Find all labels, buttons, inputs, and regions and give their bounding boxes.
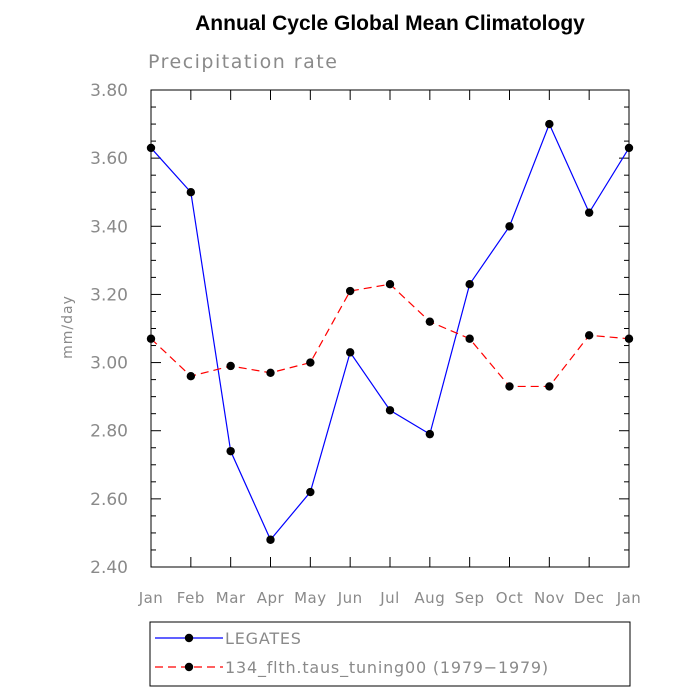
y-tick-label: 3.60 [90,149,128,169]
data-point [146,334,156,343]
x-tick-label: Nov [534,589,565,607]
y-tick-label: 2.40 [90,558,128,578]
data-point [345,348,355,357]
data-point [545,382,554,391]
y-axis-label: mm/day [60,295,76,359]
data-point [465,280,474,289]
x-tick-labels: Jan Feb Mar Apr May Jun Jul Aug Sep Oct Nov Dec Jan [138,589,642,607]
data-point [385,280,395,289]
data-series [146,119,634,544]
data-point [226,446,235,456]
data-point [425,317,435,326]
series-line [150,283,630,388]
data-point [545,119,554,129]
data-point [306,487,315,497]
series-0 [146,119,634,544]
x-tick-label: Sep [455,589,485,607]
legend-box [149,621,631,687]
y-tick-label: 3.40 [90,217,128,237]
data-point [624,334,634,343]
legend: LEGATES 134_flth.taus_tuning00 (1979−1979… [149,621,631,687]
y-tick-label: 3.80 [90,81,128,101]
data-point [266,368,275,377]
y-tick-label: 2.80 [90,422,128,442]
data-point [505,382,514,391]
legend-marker [184,633,194,643]
data-point [146,143,156,153]
x-tick-label: Oct [496,589,523,607]
legend-label: LEGATES [225,629,302,648]
chart-title: Annual Cycle Global Mean Climatology [195,12,585,35]
legend-entry-0: LEGATES [155,629,302,648]
x-tick-label: Jan [616,589,642,607]
series-line [150,122,630,541]
y-tick-label: 3.20 [90,285,128,305]
x-tick-label: Apr [257,589,285,607]
y-tick-label: 2.60 [90,490,128,510]
x-tick-label: Jul [379,589,400,607]
data-point [266,535,275,544]
data-point [624,143,634,153]
data-point [505,222,514,231]
axis-ticks [150,89,630,568]
x-tick-label: Jun [337,589,363,607]
data-point [226,361,235,371]
data-point [306,358,315,367]
x-tick-label: Jan [138,589,164,607]
y-tick-label: 3.00 [90,354,128,374]
data-point [584,331,594,340]
data-point [186,372,196,381]
data-point [345,286,355,296]
series-1 [146,280,634,391]
legend-label: 134_flth.taus_tuning00 (1979−1979) [225,658,549,678]
data-point [425,429,435,439]
chart-subtitle: Precipitation rate [148,51,338,73]
data-point [584,208,594,217]
x-tick-label: Dec [574,589,605,607]
x-tick-label: Aug [414,589,445,607]
x-tick-label: Mar [216,589,246,607]
legend-marker [184,662,194,672]
x-tick-label: May [294,589,327,607]
plot-frame [150,89,630,568]
y-tick-labels: 2.40 2.60 2.80 3.00 3.20 3.40 3.60 3.80 [90,81,128,578]
data-point [186,188,196,197]
x-tick-label: Feb [177,589,205,607]
legend-entry-1: 134_flth.taus_tuning00 (1979−1979) [155,658,549,678]
data-point [385,406,395,415]
data-point [465,334,474,343]
